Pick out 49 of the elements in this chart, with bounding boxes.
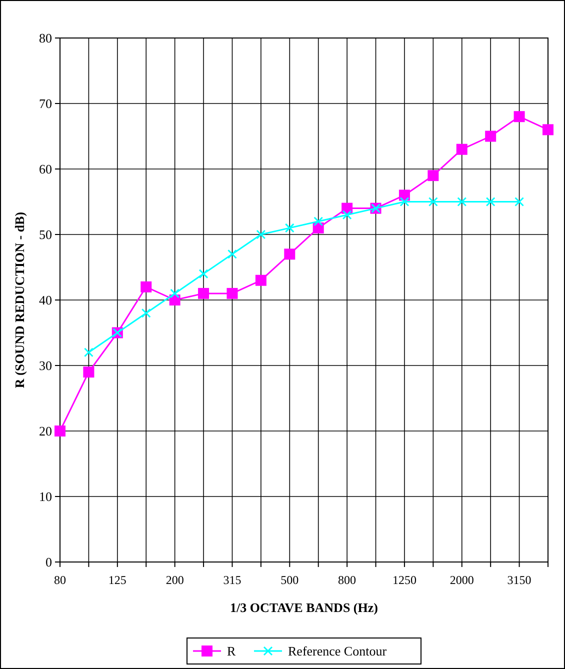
point xyxy=(542,124,554,136)
x-axis-title: 1/3 OCTAVE BANDS (Hz) xyxy=(230,600,378,615)
x-tick-label: 125 xyxy=(108,573,126,587)
x-tick-label: 500 xyxy=(280,573,299,587)
point xyxy=(255,274,266,286)
point xyxy=(398,190,410,201)
y-tick-label: 10 xyxy=(39,489,52,504)
point xyxy=(342,210,352,220)
x-tick-label: 80 xyxy=(54,573,66,587)
point xyxy=(256,230,266,240)
point xyxy=(428,170,439,182)
point xyxy=(198,269,208,279)
point xyxy=(170,288,180,298)
point xyxy=(83,366,94,378)
x-tick-label: 315 xyxy=(223,573,242,587)
point xyxy=(400,197,410,206)
y-tick-label: 40 xyxy=(39,292,52,308)
y-tick-label: 60 xyxy=(39,162,52,177)
point xyxy=(84,348,94,358)
point xyxy=(284,223,294,233)
y-tick-label: 70 xyxy=(39,96,52,112)
x-tick-label: 200 xyxy=(166,573,184,587)
point xyxy=(227,249,237,259)
point xyxy=(486,197,496,206)
y-tick-label: 50 xyxy=(39,227,52,242)
x-tick-label: 3150 xyxy=(507,573,532,587)
point xyxy=(54,426,66,436)
point xyxy=(314,216,324,226)
point xyxy=(485,130,496,142)
point xyxy=(284,248,296,260)
y-axis-title: R (SOUND REDUCTION - dB) xyxy=(12,212,27,388)
point xyxy=(514,197,524,206)
point xyxy=(226,288,238,299)
point xyxy=(428,197,438,206)
y-tick-label: 30 xyxy=(39,358,52,374)
point xyxy=(198,288,210,299)
point xyxy=(514,111,525,122)
point xyxy=(457,197,467,206)
y-tick-label: 20 xyxy=(39,424,52,439)
x-tick-label: 800 xyxy=(338,573,356,587)
point xyxy=(140,281,152,292)
point xyxy=(456,144,468,155)
legend-label: Reference Contour xyxy=(288,644,388,659)
legend-label: R xyxy=(227,644,236,659)
y-tick-label: 80 xyxy=(39,30,52,46)
y-tick-label: 0 xyxy=(46,554,52,570)
x-tick-label: 1250 xyxy=(392,573,416,587)
x-tick-label: 2000 xyxy=(450,573,474,587)
point xyxy=(141,308,151,318)
